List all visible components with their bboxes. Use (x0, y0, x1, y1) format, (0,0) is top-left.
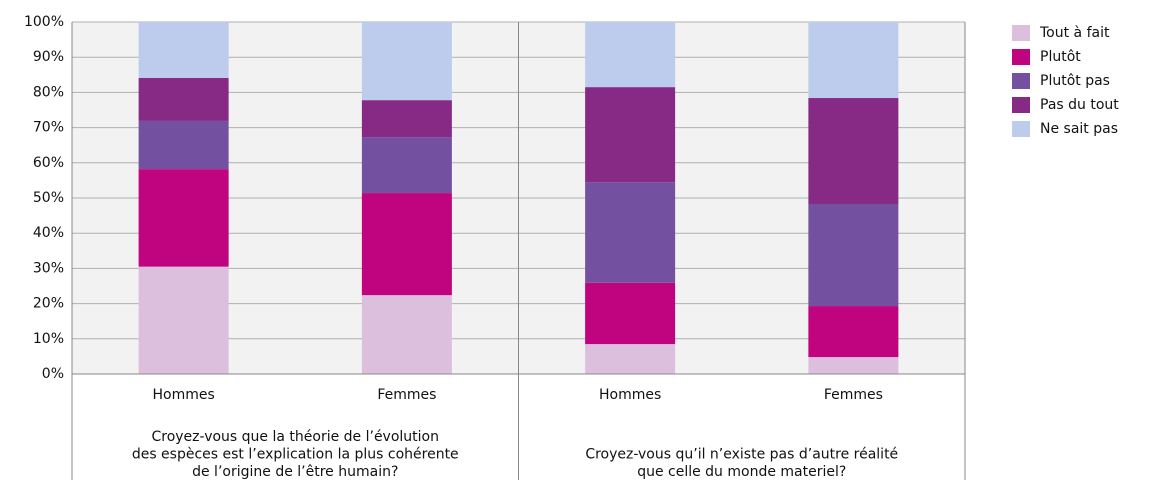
bar-segment (361, 100, 452, 138)
group-label: que celle du monde materiel? (637, 464, 846, 480)
x-tick-label: Hommes (152, 387, 214, 403)
bar-segment (585, 282, 676, 345)
legend-label: Tout à fait (1039, 25, 1110, 41)
y-tick-label: 70% (33, 120, 64, 136)
bar-segment (808, 203, 899, 307)
bar-segment (138, 77, 229, 121)
x-tick-label: Femmes (377, 387, 436, 403)
bar-segment (585, 182, 676, 283)
legend-label: Plutôt (1040, 49, 1081, 65)
legend-label: Pas du tout (1040, 97, 1119, 113)
legend-label: Ne sait pas (1040, 121, 1118, 137)
bar-segment (808, 357, 899, 374)
bar-segment (138, 169, 229, 267)
legend-swatch (1012, 121, 1030, 137)
bar-segment (361, 295, 452, 374)
bar-segment (361, 193, 452, 296)
y-tick-label: 80% (33, 84, 64, 100)
group-label: des espèces est l’explication la plus co… (132, 447, 459, 463)
legend-swatch (1012, 73, 1030, 89)
group-label: Croyez-vous qu’il n’existe pas d’autre r… (585, 447, 898, 463)
group-label: de l’origine de l’être humain? (192, 464, 398, 480)
y-tick-label: 30% (33, 260, 64, 276)
bar-segment (585, 344, 676, 374)
legend-label: Plutôt pas (1040, 73, 1110, 89)
bar-segment (585, 87, 676, 183)
bar-segment (808, 306, 899, 358)
x-tick-label: Femmes (824, 387, 883, 403)
group-label: Croyez-vous que la théorie de l’évolutio… (151, 429, 439, 445)
legend-swatch (1012, 97, 1030, 113)
bar-segment (138, 266, 229, 374)
y-tick-label: 90% (33, 49, 64, 65)
bar-segment (361, 22, 452, 101)
y-tick-label: 100% (24, 14, 64, 30)
y-tick-label: 20% (33, 296, 64, 312)
legend-swatch (1012, 25, 1030, 41)
legend-swatch (1012, 49, 1030, 65)
y-tick-label: 60% (33, 155, 64, 171)
y-tick-label: 0% (42, 366, 64, 382)
bar-segment (808, 98, 899, 204)
bar-segment (138, 120, 229, 170)
y-tick-label: 50% (33, 190, 64, 206)
y-tick-label: 10% (33, 331, 64, 347)
y-tick-label: 40% (33, 225, 64, 241)
bar-segment (361, 137, 452, 194)
x-tick-label: Hommes (599, 387, 661, 403)
bar-segment (808, 22, 899, 99)
bar-segment (585, 22, 676, 88)
bar-segment (138, 22, 229, 78)
